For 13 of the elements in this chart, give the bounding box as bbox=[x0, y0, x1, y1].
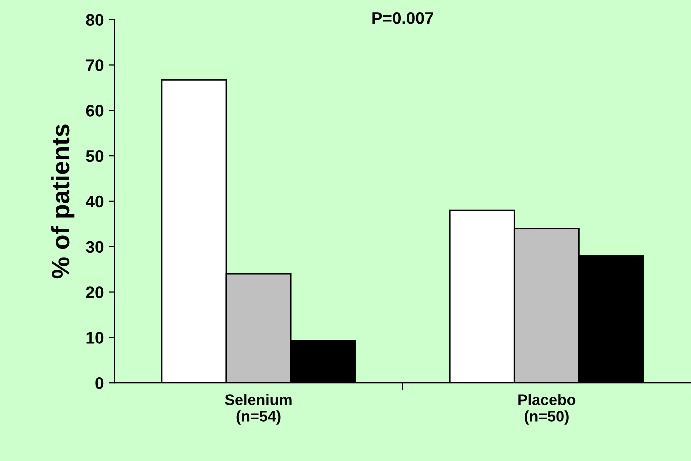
y-tick-label: 30 bbox=[86, 241, 104, 254]
y-tick-label: 60 bbox=[86, 105, 104, 117]
y-tick-label: 0 bbox=[96, 377, 104, 390]
annotation: P=0.007 bbox=[372, 12, 434, 24]
y-tick-label: 40 bbox=[86, 196, 104, 208]
y-tick-label: 70 bbox=[86, 60, 104, 72]
y-axis-title: % of patients bbox=[51, 124, 75, 279]
x-tick-label: Selenium (n=54) bbox=[225, 394, 292, 425]
x-tick-label: Placebo (n=50) bbox=[518, 394, 576, 425]
y-tick-label: 20 bbox=[86, 286, 104, 298]
y-tick-label: 50 bbox=[86, 150, 104, 162]
y-tick-label: 10 bbox=[86, 332, 104, 344]
y-tick-label: 80 bbox=[86, 14, 104, 26]
